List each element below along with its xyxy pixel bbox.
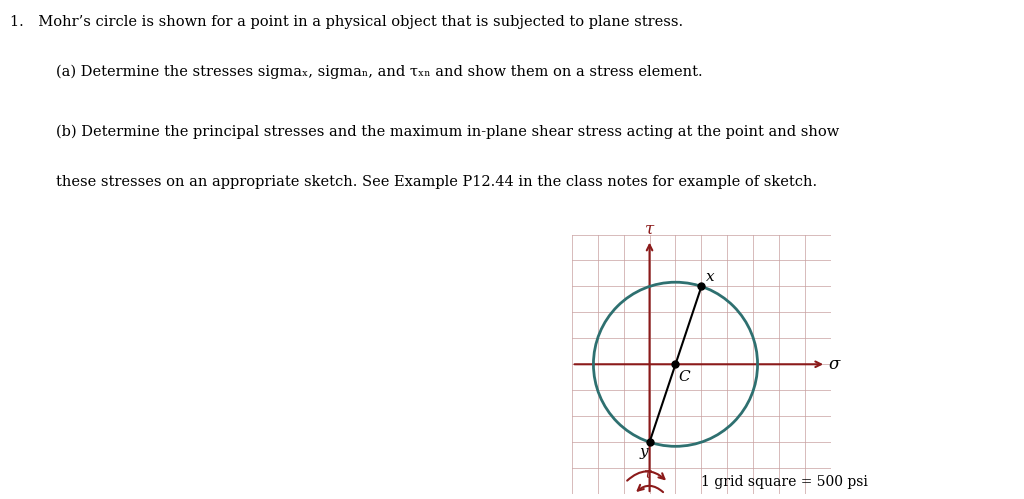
Text: x: x	[706, 270, 714, 284]
Text: these stresses on an appropriate sketch. See Example P12.44 in the class notes f: these stresses on an appropriate sketch.…	[56, 175, 817, 189]
Text: (b) Determine the principal stresses and the maximum in-plane shear stress actin: (b) Determine the principal stresses and…	[56, 125, 840, 139]
Text: C: C	[679, 370, 690, 385]
Text: τ: τ	[643, 467, 650, 481]
Text: τ: τ	[645, 220, 654, 237]
Text: y: y	[639, 445, 648, 459]
Text: 1 grid square = 500 psi: 1 grid square = 500 psi	[701, 475, 868, 489]
Text: 1. Mohr’s circle is shown for a point in a physical object that is subjected to : 1. Mohr’s circle is shown for a point in…	[10, 15, 683, 29]
Text: σ: σ	[828, 356, 840, 373]
Text: (a) Determine the stresses sigmaₓ, sigmaₙ, and τₓₙ and show them on a stress ele: (a) Determine the stresses sigmaₓ, sigma…	[56, 65, 702, 79]
